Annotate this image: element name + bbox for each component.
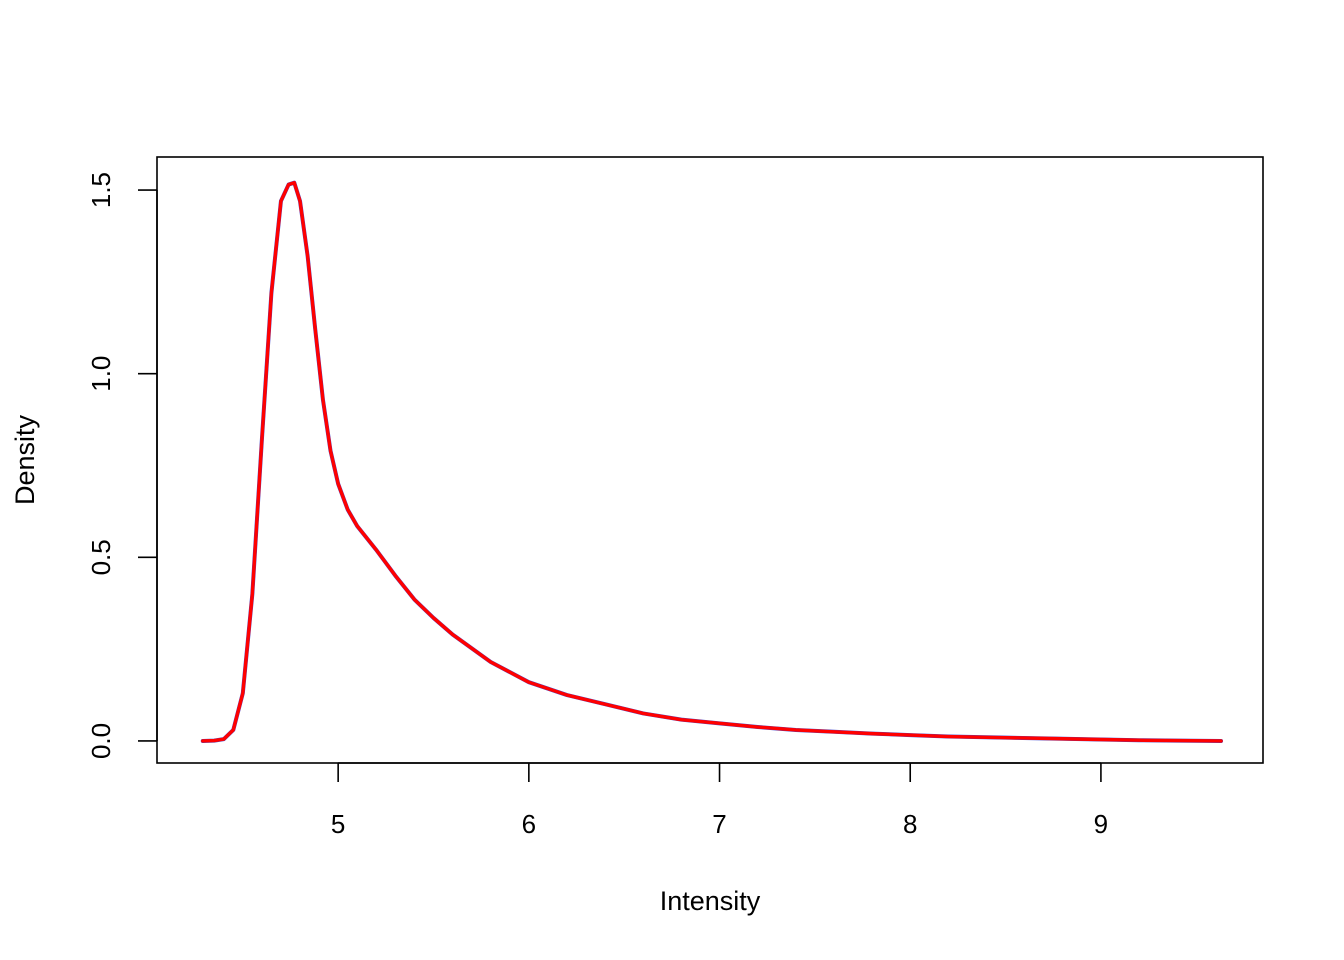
y-axis: 0.0 0.5 1.0 1.5 — [86, 172, 158, 759]
density-line-2 — [201, 181, 1223, 743]
x-tick-label: 6 — [522, 809, 536, 839]
y-axis-label: Density — [10, 414, 40, 505]
x-tick-label: 7 — [712, 809, 726, 839]
x-axis-label: Intensity — [660, 886, 761, 916]
series-group — [200, 180, 1224, 743]
x-tick-label: 8 — [903, 809, 917, 839]
x-tick-label: 9 — [1094, 809, 1108, 839]
x-tick-label: 5 — [331, 809, 345, 839]
y-tick-label: 0.0 — [86, 723, 116, 759]
x-axis: 5 6 7 8 9 — [331, 762, 1108, 839]
y-tick-label: 0.5 — [86, 539, 116, 575]
y-tick-label: 1.5 — [86, 172, 116, 208]
y-tick-label: 1.0 — [86, 356, 116, 392]
